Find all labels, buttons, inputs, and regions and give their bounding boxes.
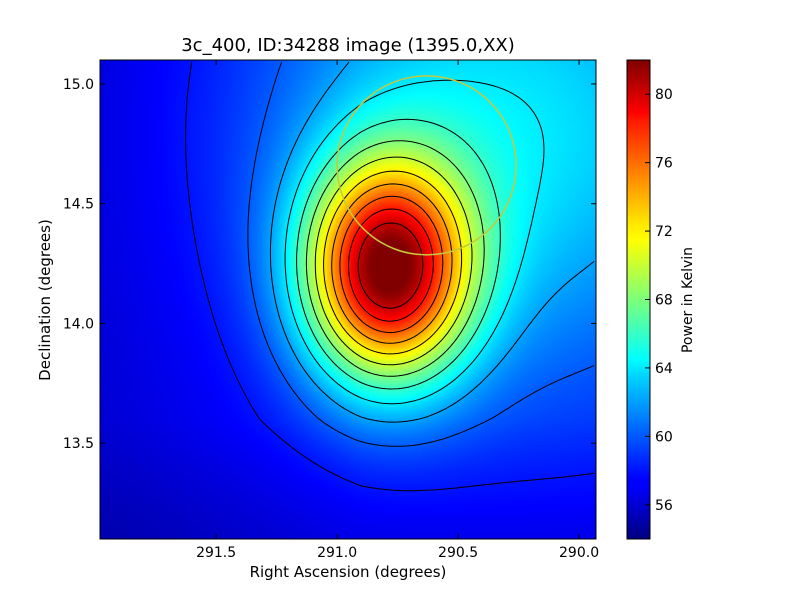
colorbar-tick-label: 60: [655, 429, 673, 445]
y-axis-label: Declination (degrees): [36, 219, 54, 381]
contour-level-76: [339, 195, 444, 334]
y-tick-label: 13.5: [63, 436, 94, 452]
colorbar-tick-label: 76: [655, 156, 673, 172]
annotation-circle: [336, 75, 517, 256]
x-axis: 291.5 291.0 290.5 290.0: [196, 60, 599, 561]
x-tick-label: 290.5: [438, 545, 478, 561]
plot-frame: [99, 59, 597, 540]
colorbar-tick-label: 72: [655, 224, 673, 240]
x-tick-label: 290.0: [559, 545, 599, 561]
colorbar-tick-label: 80: [655, 87, 673, 103]
contour-level-60: [247, 61, 595, 447]
contour-level-72: [323, 170, 463, 355]
colorbar-label: Power in Kelvin: [680, 247, 696, 353]
colorbar-tick-label: 68: [655, 293, 673, 309]
y-tick-label: 15.0: [63, 77, 94, 93]
y-axis: 13.5 14.0 14.5 15.0: [63, 77, 596, 452]
contour-level-64: [284, 79, 545, 405]
contour-level-62: [269, 61, 595, 423]
contour-level-66: [296, 118, 501, 390]
x-tick-label: 291.0: [317, 545, 357, 561]
y-tick-label: 14.5: [63, 197, 94, 213]
x-axis-label: Right Ascension (degrees): [250, 563, 447, 581]
y-tick-label: 14.0: [63, 316, 94, 332]
contour-level-78: [348, 208, 434, 322]
contour-level-58: [185, 61, 595, 492]
colorbar-tick-label: 56: [655, 498, 673, 514]
colorbar-axis: 56 60 64 68 72 76 80: [645, 87, 673, 514]
heatmap-image: [100, 60, 596, 539]
chart-title: 3c_400, ID:34288 image (1395.0,XX): [181, 35, 515, 56]
contour-lines: [185, 61, 595, 492]
contour-level-70: [314, 156, 473, 366]
colorbar: 56 60 64 68 72 76 80 Power in Kelvin: [626, 59, 696, 540]
plot-area: [99, 59, 597, 540]
contour-level-80: [357, 222, 424, 309]
x-tick-label: 291.5: [196, 545, 236, 561]
colorbar-tick-label: 64: [655, 361, 673, 377]
contour-level-74: [331, 183, 453, 344]
